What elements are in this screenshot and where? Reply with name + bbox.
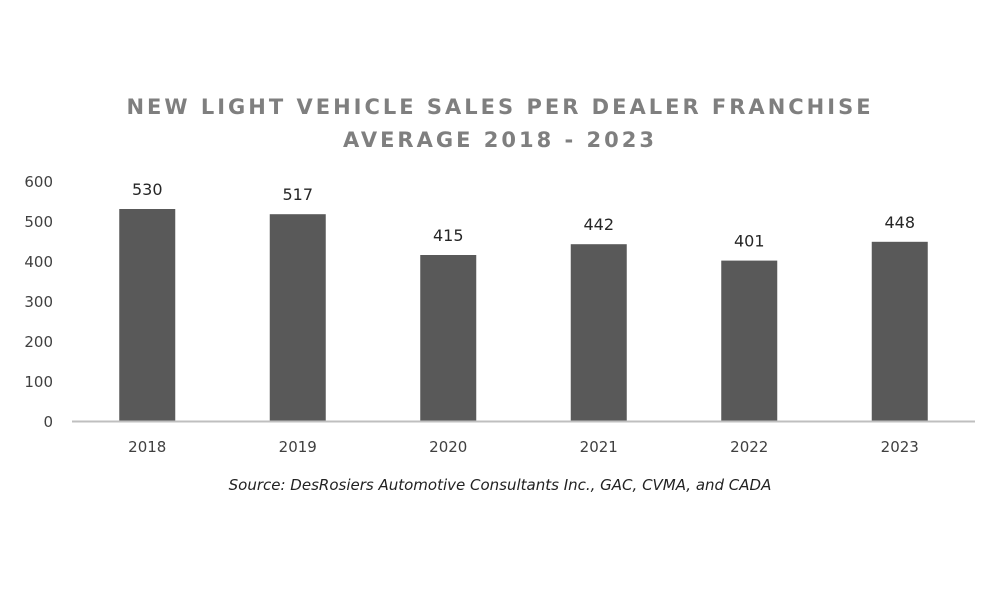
y-tick-label: 600 — [24, 173, 53, 191]
data-label-2018: 530 — [132, 180, 163, 199]
y-tick-label: 0 — [43, 413, 53, 431]
bar-2021 — [570, 244, 627, 421]
bar-2023 — [871, 241, 928, 421]
bar-2019 — [269, 214, 326, 421]
source-note: Source: DesRosiers Automotive Consultant… — [228, 476, 772, 494]
x-tick-label-2022: 2022 — [730, 438, 768, 456]
x-tick-label-2023: 2023 — [881, 438, 919, 456]
chart-title-line-1: NEW LIGHT VEHICLE SALES PER DEALER FRANC… — [126, 95, 874, 119]
y-tick-label: 100 — [24, 373, 53, 391]
y-tick-label: 300 — [24, 293, 53, 311]
x-tick-label-2019: 2019 — [279, 438, 317, 456]
y-tick-label: 400 — [24, 253, 53, 271]
x-tick-label-2021: 2021 — [580, 438, 618, 456]
bar-2020 — [420, 255, 477, 421]
y-tick-label: 200 — [24, 333, 53, 351]
chart-title-line-2: AVERAGE 2018 - 2023 — [343, 128, 657, 152]
y-tick-label: 500 — [24, 213, 53, 231]
bar-2022 — [721, 260, 778, 421]
data-label-2019: 517 — [282, 185, 313, 204]
data-label-2020: 415 — [433, 226, 464, 245]
bar-2018 — [119, 209, 176, 421]
data-label-2023: 448 — [884, 213, 915, 232]
data-label-2021: 442 — [583, 215, 614, 234]
x-tick-label-2018: 2018 — [128, 438, 166, 456]
data-label-2022: 401 — [734, 232, 765, 251]
x-tick-label-2020: 2020 — [429, 438, 467, 456]
